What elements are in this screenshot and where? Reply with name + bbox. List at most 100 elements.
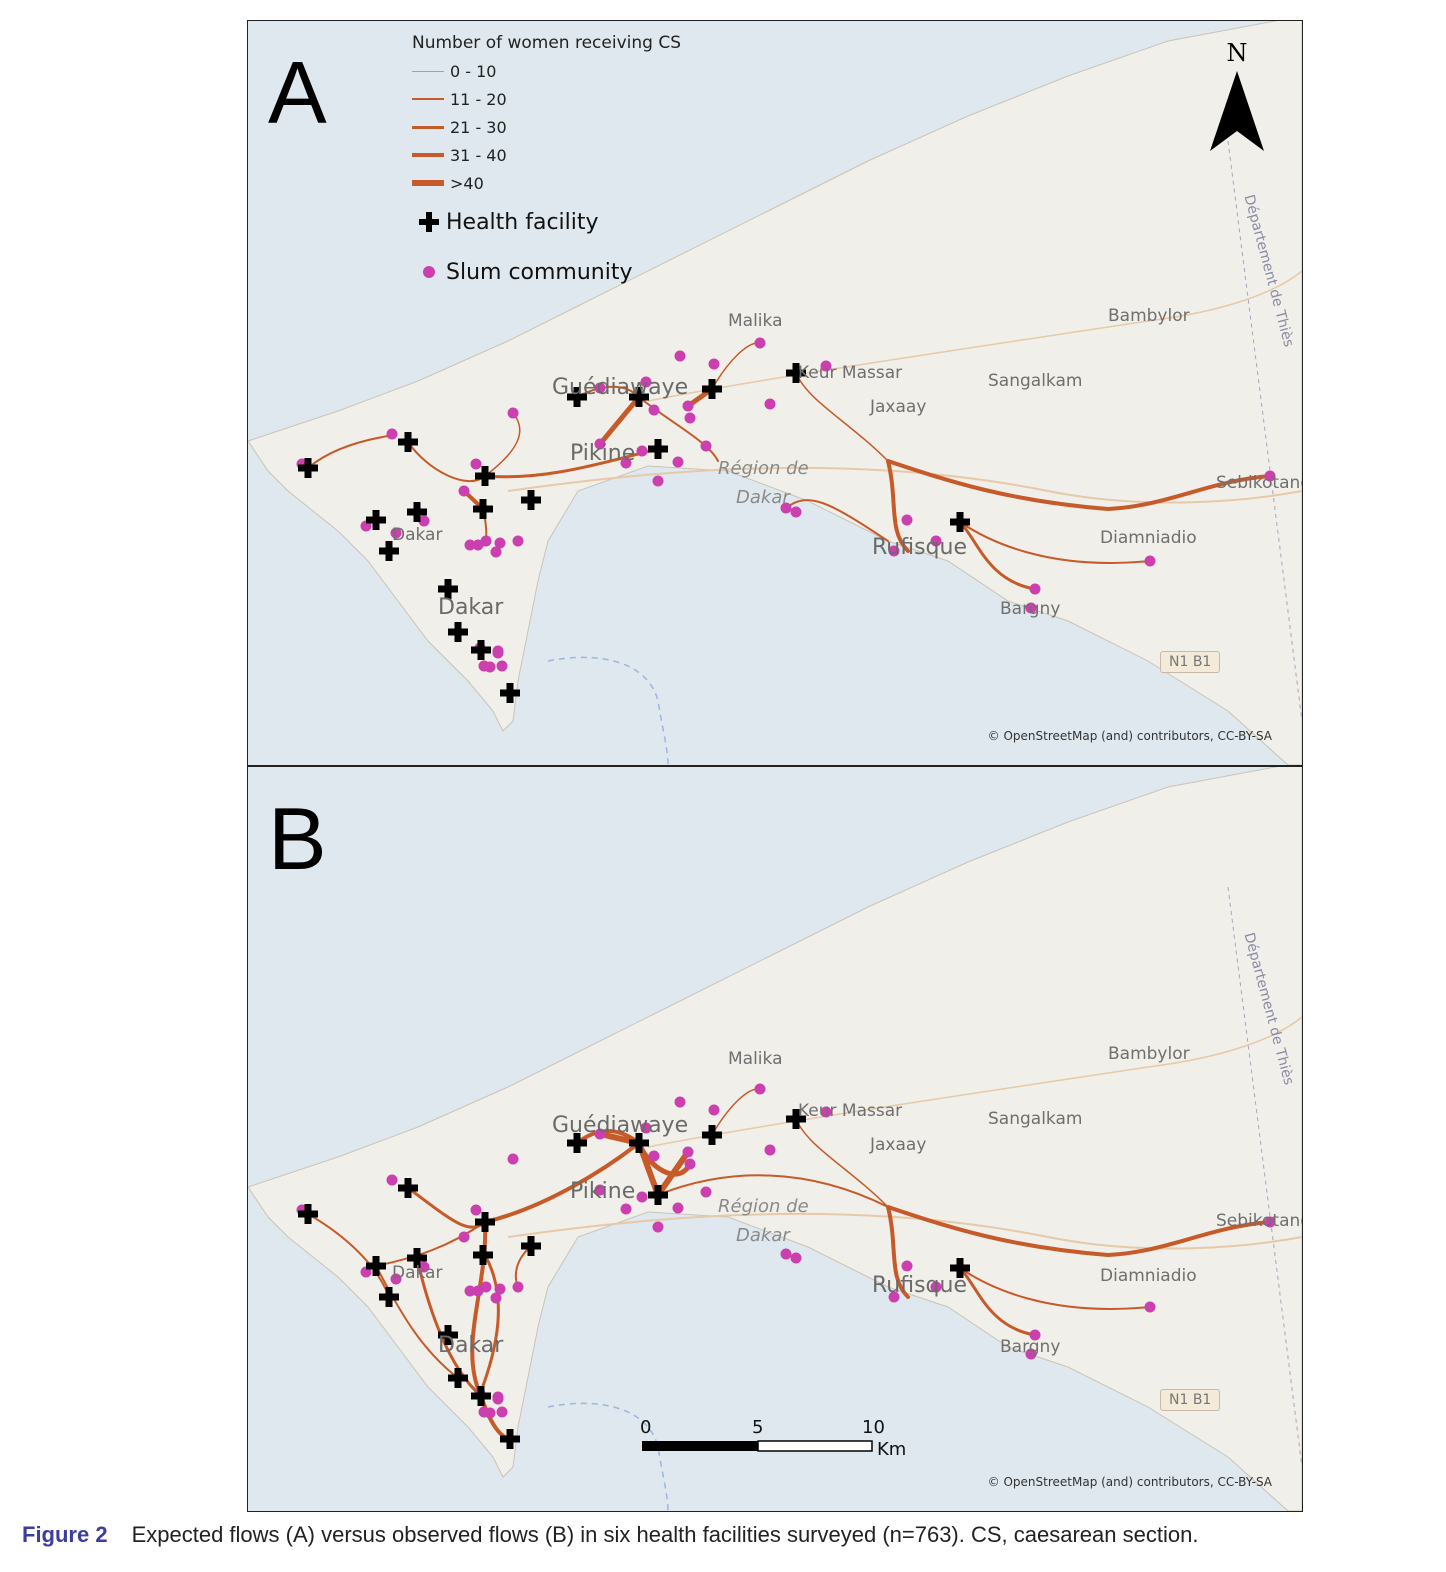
health-facility-icon <box>379 541 399 561</box>
health-facility-icon <box>950 1258 970 1278</box>
land <box>248 21 1302 765</box>
slum-community-point <box>930 535 942 547</box>
slum-community-point <box>672 1202 684 1214</box>
place-bambylor: Bambylor <box>1108 1044 1190 1064</box>
health-facility-icon <box>950 512 970 532</box>
slum-community-point <box>790 506 802 518</box>
place-dakar-small: Dakar <box>392 525 443 545</box>
health-facility-icon <box>648 439 668 459</box>
slum-community-point <box>682 1146 694 1158</box>
slum-community-point <box>672 456 684 468</box>
north-label: N <box>1226 39 1248 67</box>
slum-community-point <box>484 1407 496 1419</box>
road <box>647 1016 1302 1148</box>
health-facility-icon <box>473 1245 493 1265</box>
boundary <box>1227 886 1302 1468</box>
slum-community-point <box>620 457 632 469</box>
slum-community-point <box>648 1150 660 1162</box>
legend-slum-community: Slum community <box>412 247 681 297</box>
legend-class-2: 11 - 20 <box>412 85 681 113</box>
slum-community-point <box>512 535 524 547</box>
flow-line <box>958 1266 1037 1337</box>
health-facility-icon <box>629 1133 649 1153</box>
slum-community-point <box>594 1184 606 1196</box>
place-diamniadio: Diamniadio <box>1100 528 1197 548</box>
flow-line <box>375 1221 486 1267</box>
attribution: © OpenStreetMap (and) contributors, CC-B… <box>987 1475 1272 1489</box>
boundary <box>1227 140 1302 722</box>
slum-community-point <box>764 398 776 410</box>
map-legend: Number of women receiving CS 0 - 10 11 -… <box>412 33 681 297</box>
slum-community-point <box>484 661 496 673</box>
slum-community-point <box>640 376 652 388</box>
slum-community-point <box>480 1281 492 1293</box>
place-pikine: Pikine <box>570 441 636 466</box>
health-facility-icon <box>438 579 458 599</box>
legend-class-5: >40 <box>412 169 681 197</box>
flow-line <box>959 1267 1151 1310</box>
health-facility-icon <box>407 1248 427 1268</box>
slum-community-point <box>820 360 832 372</box>
slum-community-point <box>464 1285 476 1297</box>
slum-community-point <box>1025 1348 1037 1360</box>
flow-line <box>886 459 1272 512</box>
road <box>647 270 1302 402</box>
health-facility-icon <box>298 458 318 478</box>
slum-community-point <box>764 1144 776 1156</box>
health-facility-icon <box>407 502 427 522</box>
slum-community-point <box>640 1122 652 1134</box>
slum-community-point <box>636 445 648 457</box>
scale-tick-10: 10 <box>862 1417 885 1438</box>
flow-line <box>375 1265 459 1379</box>
north-arrow: N <box>1206 39 1268 162</box>
slum-community-point <box>901 514 913 526</box>
slum-community-point <box>888 545 900 557</box>
slum-community-point <box>496 660 508 672</box>
legend-title: Number of women receiving CS <box>412 33 682 53</box>
slum-community-point <box>1029 583 1041 595</box>
flow-line <box>795 372 889 462</box>
health-facility-icon <box>398 1178 418 1198</box>
scale-unit: Km <box>877 1439 906 1460</box>
legend-class-4: 31 - 40 <box>412 141 681 169</box>
place-region-dakar: Dakar <box>736 1225 790 1246</box>
flow-line <box>307 435 389 469</box>
health-facility-icon <box>786 1109 806 1129</box>
road <box>507 466 1302 504</box>
scale-bar: 0 5 10 Km <box>640 1415 930 1469</box>
health-facility-icon <box>521 490 541 510</box>
north-arrow-icon <box>1210 71 1264 151</box>
slum-community-point <box>1144 1301 1156 1313</box>
health-facility-icon <box>366 510 386 530</box>
slum-community-point <box>594 1128 606 1140</box>
slum-community-point <box>494 1283 506 1295</box>
figure-caption: Figure 2 Expected flows (A) versus observ… <box>22 1522 1198 1548</box>
map-canvas-a <box>248 21 1302 765</box>
slum-community-point <box>648 404 660 416</box>
health-facility-icon <box>702 1125 722 1145</box>
slum-community-point <box>490 1292 502 1304</box>
place-sangalkam: Sangalkam <box>988 371 1083 391</box>
place-region-dakar: Dakar <box>736 487 790 508</box>
slum-community-point <box>470 458 482 470</box>
slum-community-point <box>386 428 398 440</box>
health-facility-icon <box>438 1325 458 1345</box>
slum-community-point <box>418 1261 430 1273</box>
slum-community-point <box>780 502 792 514</box>
flow-line <box>958 520 1037 591</box>
slum-community-point <box>754 1083 766 1095</box>
slum-community-point <box>480 535 492 547</box>
legend-health-facility: Health facility <box>412 197 681 247</box>
slum-community-point <box>1264 470 1276 482</box>
flow-line <box>886 1205 910 1299</box>
place-jaxaay: Jaxaay <box>870 1135 927 1155</box>
health-facility-icon <box>521 1236 541 1256</box>
place-keur-massar: Keur Massar <box>798 1101 903 1121</box>
place-sebikotane: Sebikotane <box>1216 1211 1303 1231</box>
caption-label: Figure 2 <box>22 1522 108 1547</box>
place-sebikotane: Sebikotane <box>1216 473 1303 493</box>
legend-class-1: 0 - 10 <box>412 57 681 85</box>
health-facility-icon <box>500 1429 520 1449</box>
slum-community-point <box>1264 1216 1276 1228</box>
panel-label-b: B <box>268 789 327 888</box>
